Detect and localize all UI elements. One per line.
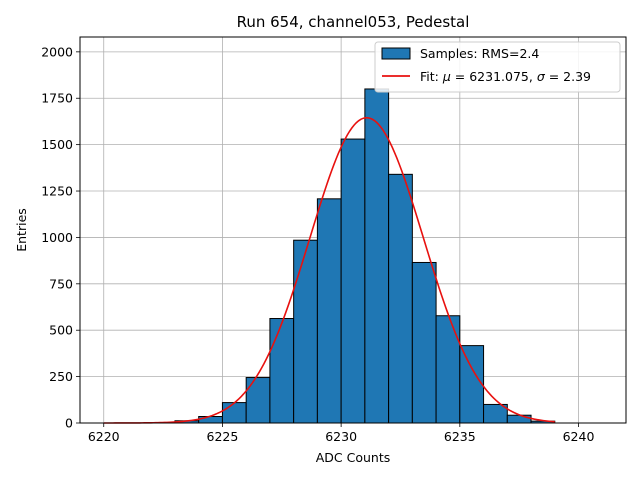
y-tick-label: 750 <box>49 276 73 291</box>
histogram-bar <box>460 346 484 423</box>
histogram-bar <box>436 316 460 423</box>
histogram-bar <box>389 174 413 423</box>
y-tick-label: 1000 <box>41 230 73 245</box>
x-tick-label: 6220 <box>88 429 120 444</box>
histogram-bar <box>199 417 223 423</box>
chart-title: Run 654, channel053, Pedestal <box>237 13 470 31</box>
histogram-bar <box>507 415 531 423</box>
histogram-bar <box>222 403 246 423</box>
histogram-bar <box>341 139 365 423</box>
legend-fit-label: Fit: μ = 6231.075, σ = 2.39 <box>420 69 591 84</box>
histogram-chart: 6220 6225 6230 6235 6240 0 250 500 750 1000 1250 1… <box>0 0 640 480</box>
x-tick-label: 6235 <box>444 429 476 444</box>
legend-samples-swatch <box>382 48 410 59</box>
legend-samples-label: Samples: RMS=2.4 <box>420 46 539 61</box>
legend: Samples: RMS=2.4 Fit: μ = 6231.075, σ = … <box>375 42 620 92</box>
y-tick-label: 250 <box>49 369 73 384</box>
histogram-bar <box>412 262 436 423</box>
x-tick-label: 6230 <box>325 429 357 444</box>
x-tick-label: 6225 <box>207 429 239 444</box>
x-tick-label: 6240 <box>563 429 595 444</box>
histogram-bar <box>317 199 341 423</box>
y-tick-label: 1750 <box>41 91 73 106</box>
y-tick-label: 500 <box>49 323 73 338</box>
histogram-bar <box>270 319 294 423</box>
y-axis-label: Entries <box>14 208 29 252</box>
x-axis-label: ADC Counts <box>316 450 391 465</box>
y-tick-label: 2000 <box>41 44 73 59</box>
y-tick-label: 1250 <box>41 184 73 199</box>
histogram-bar <box>294 240 318 423</box>
histogram-bar <box>365 89 389 423</box>
y-tick-label: 0 <box>65 416 73 431</box>
histogram-bar <box>246 378 270 423</box>
y-tick-label: 1500 <box>41 137 73 152</box>
